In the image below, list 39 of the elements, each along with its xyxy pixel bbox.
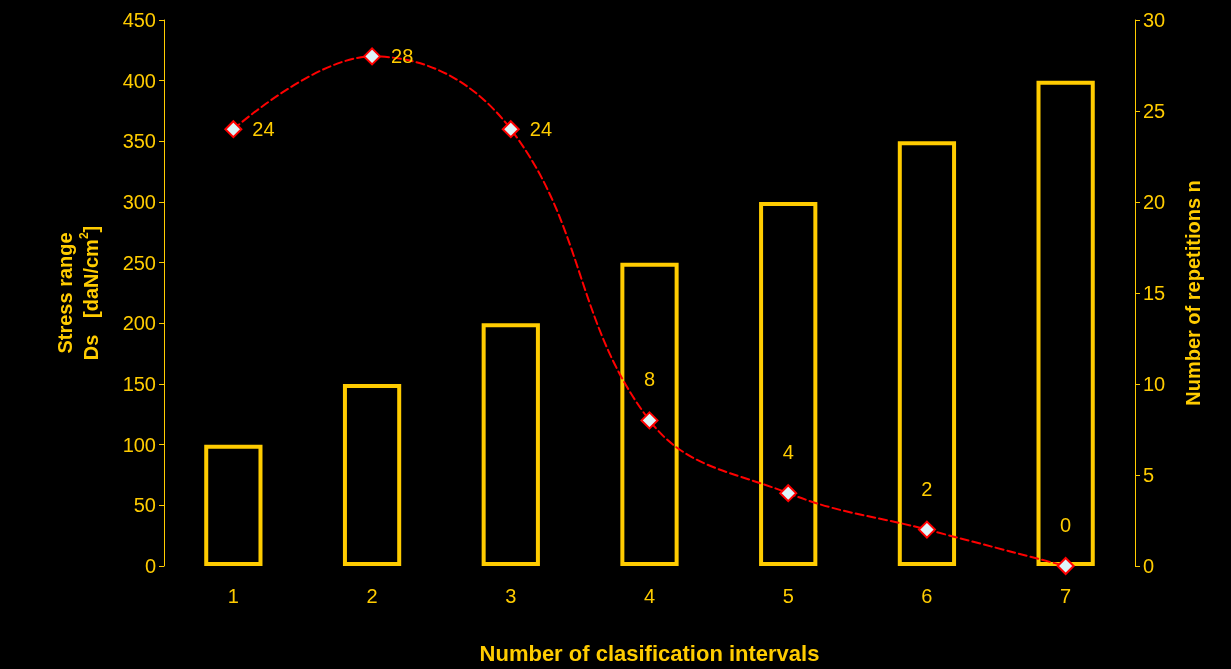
y2-tick-label: 25 xyxy=(1143,100,1166,122)
y-tick-label: 400 xyxy=(122,69,156,92)
y-tick-label: 350 xyxy=(122,130,156,153)
data-label: 24 xyxy=(252,118,275,141)
y-tick-label: 0 xyxy=(144,555,156,577)
y2-tick-label: 5 xyxy=(1143,464,1155,486)
y2-tick-label: 10 xyxy=(1143,373,1166,395)
x-tick-label: 3 xyxy=(505,585,517,607)
data-label: 8 xyxy=(643,368,656,391)
data-label: 24 xyxy=(529,118,553,141)
point xyxy=(363,47,382,66)
x-tick-label: 4 xyxy=(643,585,656,607)
y-tick-label: 200 xyxy=(122,312,156,335)
x-tick-label: 1 xyxy=(227,585,239,607)
x-tick-label: 2 xyxy=(366,585,378,607)
y-tick-label: 450 xyxy=(122,9,156,31)
point xyxy=(917,520,936,539)
x-axis-title: Number of clasification intervals xyxy=(479,640,820,666)
x-tick-label: 5 xyxy=(782,585,794,607)
y2-tick-label: 0 xyxy=(1143,555,1155,577)
point xyxy=(1056,557,1075,575)
point xyxy=(224,120,243,139)
y-tick-label: 250 xyxy=(122,251,156,274)
y-tick-label: 100 xyxy=(122,433,156,456)
y-tick-label: 50 xyxy=(133,494,156,517)
x-tick-label: 7 xyxy=(1060,585,1072,607)
data-label: 0 xyxy=(1060,514,1072,536)
y2-tick-label: 20 xyxy=(1143,191,1166,213)
y2-tick-label: 30 xyxy=(1143,9,1166,31)
point xyxy=(501,120,520,139)
x-tick-label: 6 xyxy=(921,585,933,607)
data-label: 2 xyxy=(921,477,933,500)
y-tick-label: 300 xyxy=(122,191,156,213)
point xyxy=(640,411,659,430)
y-tick-label: 150 xyxy=(122,373,156,395)
y2-axis-title: Number of repetitions n xyxy=(1182,180,1204,406)
point xyxy=(779,484,798,503)
data-label: 4 xyxy=(782,441,794,464)
y2-tick-label: 15 xyxy=(1143,282,1166,304)
